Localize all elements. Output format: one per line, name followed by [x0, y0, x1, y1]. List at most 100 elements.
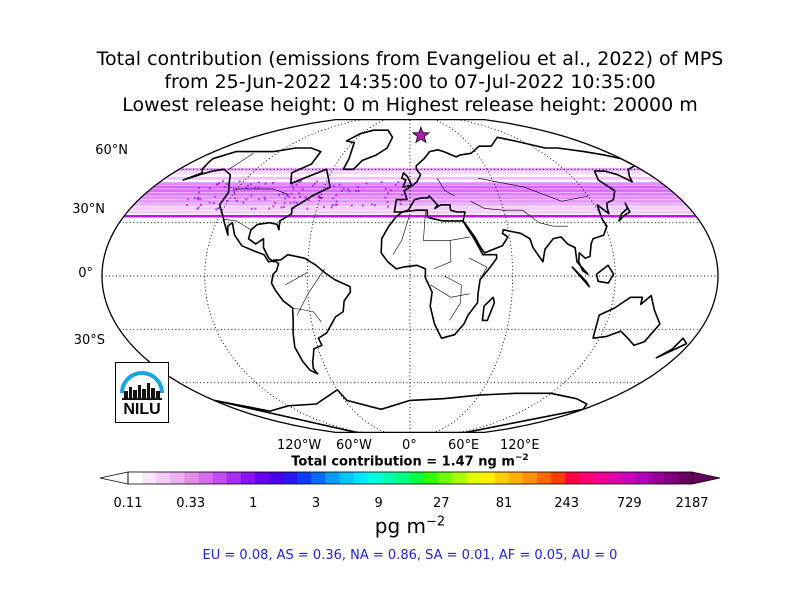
plume-speckle [283, 201, 286, 204]
plume-speckle [297, 180, 300, 183]
plume-speckle [330, 206, 333, 209]
colorbar-tick: 81 [495, 496, 513, 511]
release-star-icon [411, 125, 431, 144]
plume-speckle [245, 187, 248, 190]
meridian [435, 119, 616, 433]
plume-speckle [332, 184, 335, 187]
plume-speckle [291, 184, 294, 187]
plume-speckle [214, 195, 217, 198]
plume-speckle [384, 196, 387, 199]
coast-australia [592, 294, 661, 347]
plume-speckle [208, 187, 211, 190]
plume-speckle [373, 204, 376, 207]
plume-speckle [342, 187, 345, 190]
border-line [477, 177, 589, 202]
nilu-logo-icon [120, 371, 164, 400]
meridian [422, 119, 514, 433]
plume-speckle [318, 195, 321, 198]
plume-speckle [346, 188, 349, 191]
plume-speckle [223, 185, 226, 188]
border-line [222, 218, 252, 231]
plume-speckle [357, 189, 360, 192]
border-line [469, 257, 488, 280]
plume-speckle [216, 207, 219, 210]
title-line-3: Lowest release height: 0 m Highest relea… [122, 94, 698, 116]
plume-speckle [287, 195, 290, 198]
border-line [228, 153, 254, 170]
lon-label-120e: 120°E [500, 438, 540, 453]
plume-speckle [386, 205, 389, 208]
plume-speckle [304, 196, 307, 199]
map-body [102, 119, 718, 433]
plume-speckle [268, 207, 271, 210]
border-line [232, 188, 288, 195]
plume-speckle [306, 207, 309, 210]
plume-speckle [380, 180, 383, 183]
border-line [470, 201, 568, 227]
plume-speckle [197, 197, 200, 200]
plume-stripe [102, 176, 718, 180]
coast-new-zealand [655, 337, 688, 359]
plume-speckle [401, 193, 404, 196]
border-line [392, 213, 411, 255]
plume-speckle [335, 203, 338, 206]
plume-speckle [289, 201, 292, 204]
lon-label-60w: 60°W [336, 438, 372, 453]
plume-speckle [323, 205, 326, 208]
total-contribution-exp: −2 [514, 453, 529, 463]
plume-speckle [298, 192, 301, 195]
plume-speckle [332, 197, 335, 200]
plume-speckle [271, 181, 274, 184]
regional-contributions: EU = 0.08, AS = 0.36, NA = 0.86, SA = 0.… [202, 548, 618, 563]
plume-speckle [274, 202, 277, 205]
plume-speckle [254, 207, 257, 210]
border-line [430, 284, 470, 298]
plume-speckle [338, 183, 341, 186]
coast-japan [618, 202, 631, 222]
plume-speckle [348, 190, 351, 193]
plume-speckle [361, 204, 364, 207]
plume-speckle [250, 183, 253, 186]
plume-speckle [320, 197, 323, 200]
unit-exp: −2 [426, 514, 446, 530]
plume-speckle [233, 193, 236, 196]
plume-speckle [295, 201, 298, 204]
plume-speckle [245, 198, 248, 201]
plume-speckle [334, 203, 337, 206]
plume-speckle [282, 205, 285, 208]
country-borders [222, 153, 589, 323]
plume-speckle [290, 192, 293, 195]
plume-speckle [272, 205, 275, 208]
plume-speckle [197, 191, 200, 194]
lon-label-120w: 120°W [277, 438, 322, 453]
plume-speckle [365, 182, 368, 185]
plume-speckle [234, 197, 237, 200]
colorbar-unit: pg m−2 [0, 514, 800, 538]
lat-label-30n: 30°N [72, 202, 105, 217]
plume-speckle [394, 183, 397, 186]
plume-speckle [384, 187, 387, 190]
plume-speckle [196, 207, 199, 210]
plume-speckle [331, 204, 334, 207]
plume-speckle [263, 196, 266, 199]
colorbar-tick: 729 [616, 496, 642, 511]
plume-speckle [199, 198, 202, 201]
plume-speckle [250, 207, 253, 210]
plume-speckle [386, 200, 389, 203]
plume-speckle [235, 200, 238, 203]
colorbar-tick: 27 [433, 496, 450, 511]
plume-speckle [216, 183, 219, 186]
plume-speckle [208, 201, 211, 204]
plume-speckle [233, 189, 236, 192]
plume-speckle [386, 192, 389, 195]
plume-speckle [335, 194, 338, 197]
nilu-logo: NILU [115, 362, 169, 423]
colorbar-tick: 0.11 [113, 496, 143, 511]
coast-africa [380, 209, 498, 339]
plume-speckle [292, 201, 295, 204]
plume-speckle [197, 186, 200, 189]
plume-speckle [301, 188, 304, 191]
coast-borneo [595, 264, 615, 284]
plume-speckle [355, 190, 358, 193]
